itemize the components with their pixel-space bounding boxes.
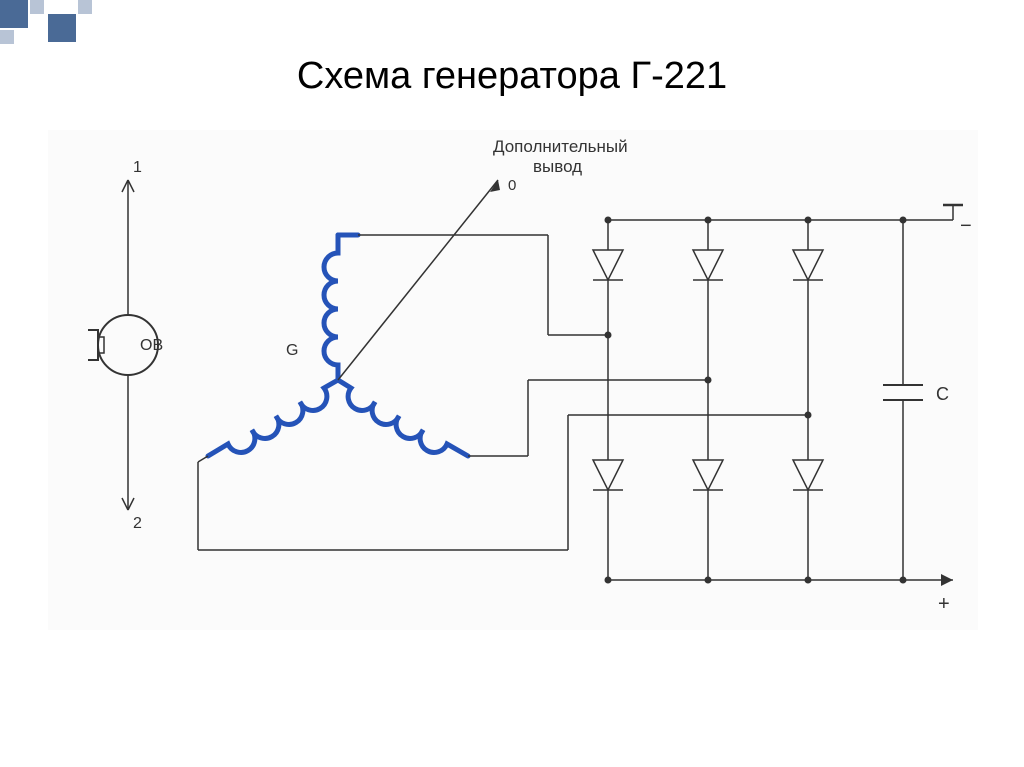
output-terminals: − +	[938, 205, 972, 615]
field-winding-label: ОВ	[140, 337, 163, 354]
generator-label: G	[286, 342, 298, 359]
additional-output-label-2: вывод	[533, 157, 582, 176]
neutral-output: Дополнительный вывод 0	[338, 137, 628, 380]
diode-column-3	[793, 217, 823, 584]
field-winding: 1 2 ОВ	[88, 159, 163, 532]
plus-label: +	[938, 593, 950, 615]
page-title: Схема генератора Г-221	[0, 55, 1024, 98]
corner-decoration	[0, 0, 140, 50]
additional-output-label-1: Дополнительный	[493, 137, 628, 156]
circuit-diagram: 1 2 ОВ G Дополнительный вывод 0	[48, 130, 978, 630]
stator-windings	[208, 235, 468, 456]
diode-column-1	[593, 217, 623, 584]
svg-text:−: −	[960, 215, 972, 237]
terminal-1-label: 1	[133, 159, 142, 176]
capacitor: C	[883, 217, 949, 584]
terminal-2-label: 2	[133, 515, 142, 532]
diode-column-2	[693, 217, 723, 584]
capacitor-label: C	[936, 384, 949, 404]
terminal-0-label: 0	[508, 177, 516, 194]
